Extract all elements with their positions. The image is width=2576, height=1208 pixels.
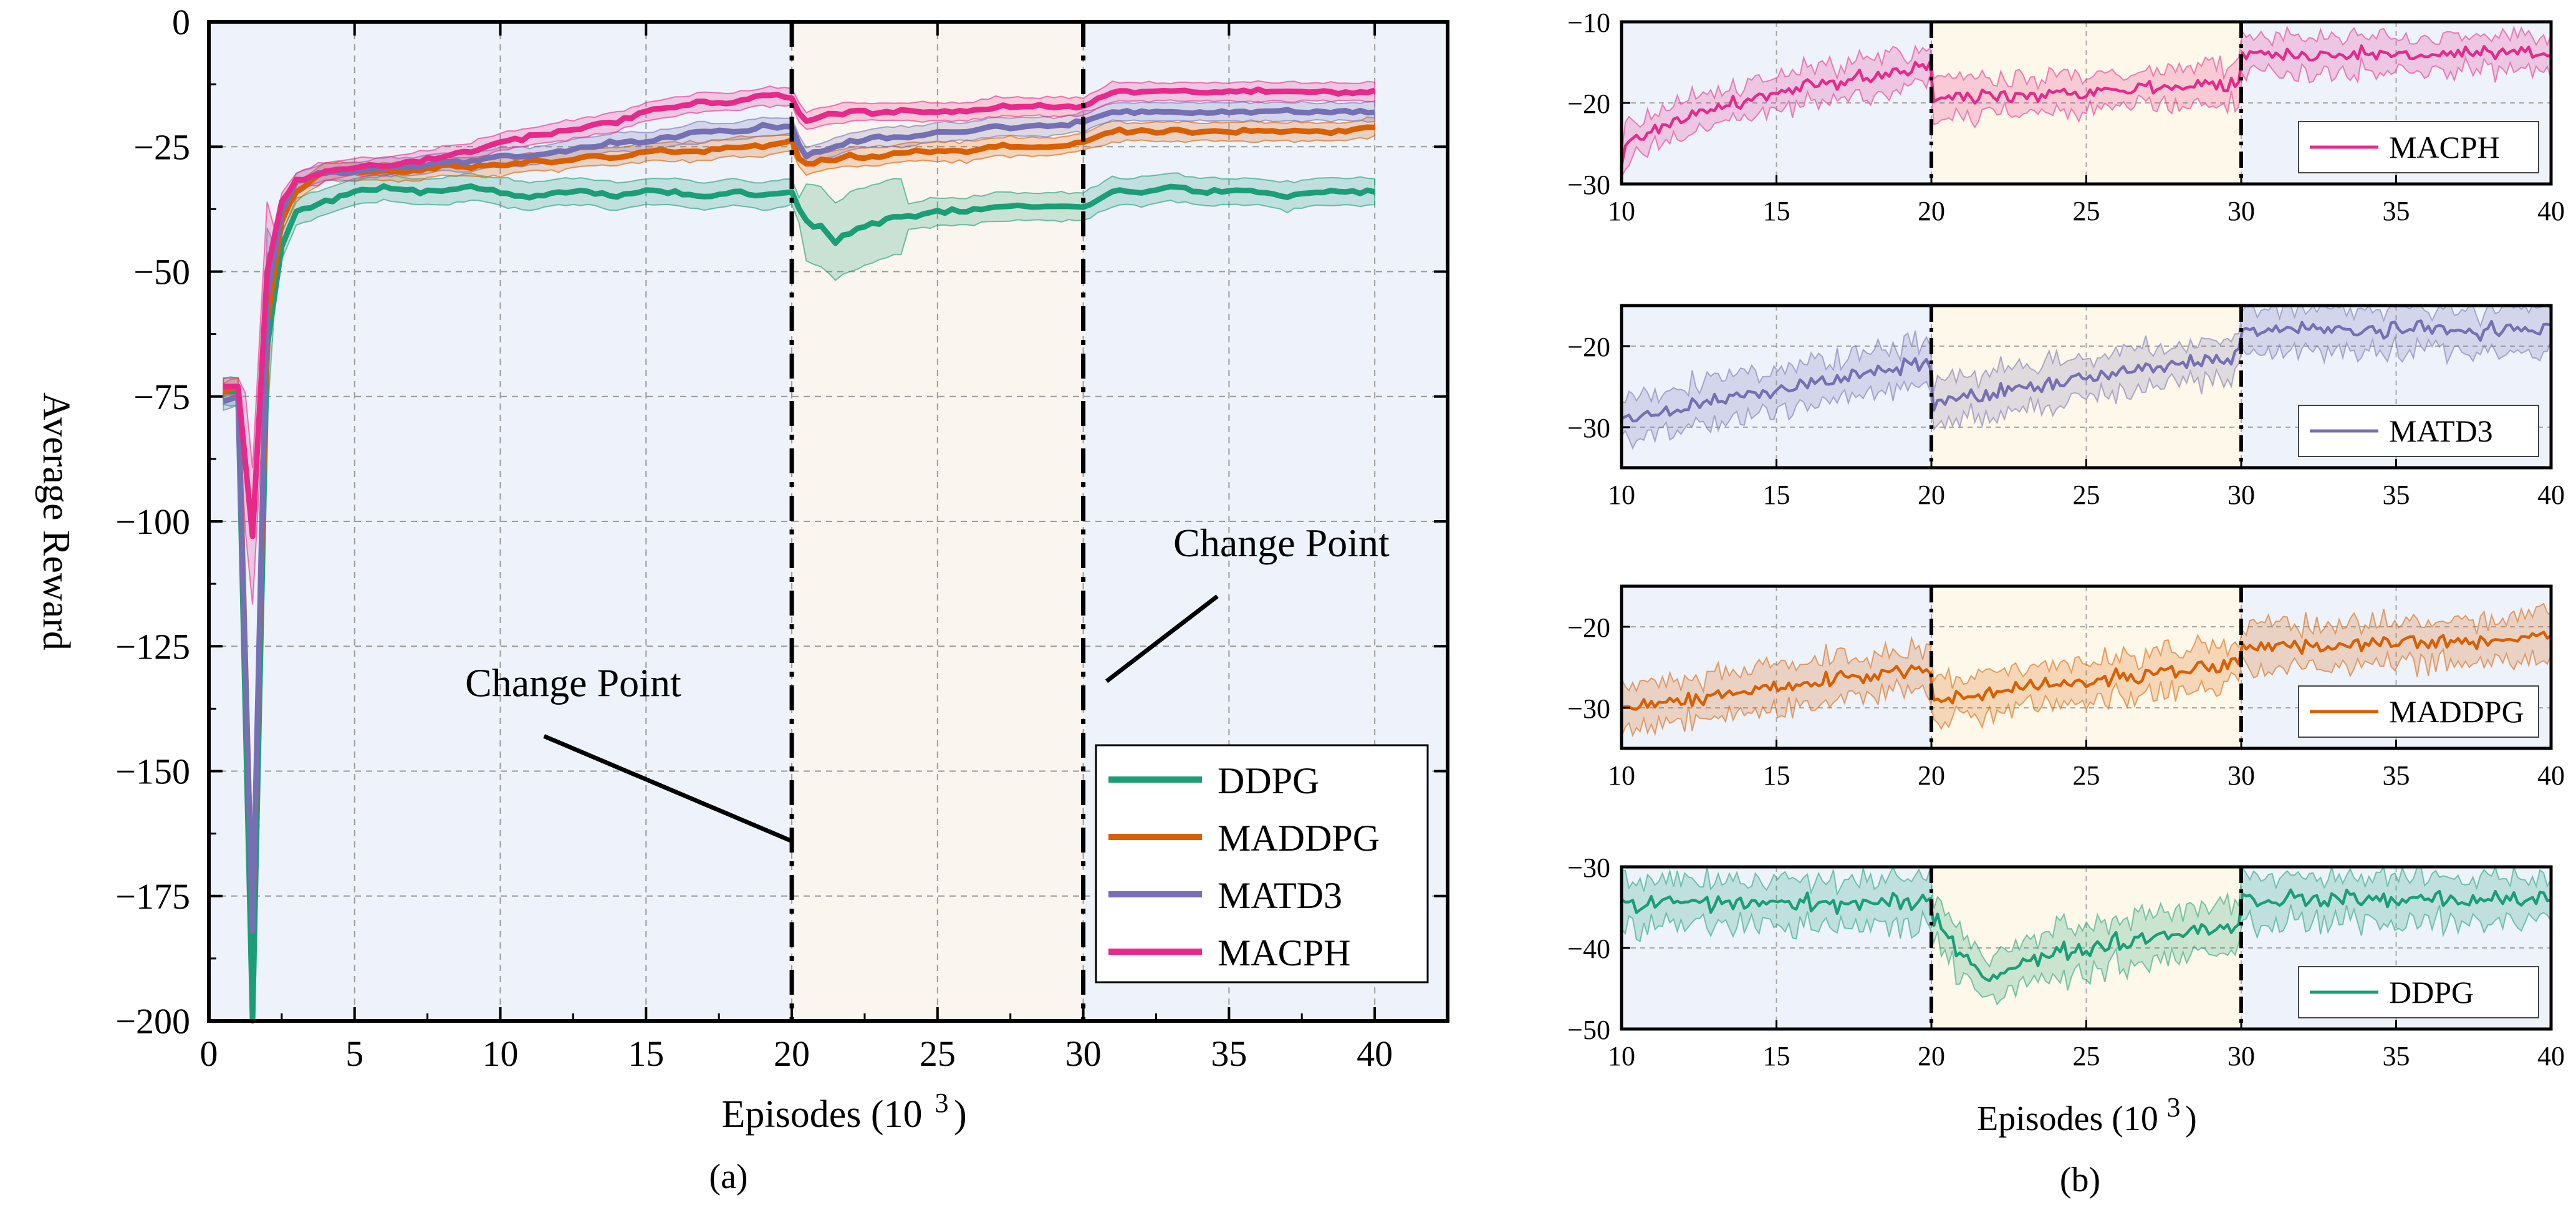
y-tick-label: −40 bbox=[1567, 934, 1610, 964]
x-tick-label: 20 bbox=[1918, 1041, 1945, 1071]
annotation-pointer-line bbox=[1105, 594, 1219, 684]
subplot-ddpg: 10 15 20 25 30 35 40 −30 −40 −50 DDPG bbox=[1567, 853, 2565, 1071]
x-tick-label: 10 bbox=[1608, 196, 1635, 226]
x-tick-label: 15 bbox=[628, 1033, 664, 1074]
subplot-macph: 10 15 20 25 30 35 40 −10 −20 −30 MACPH bbox=[1567, 7, 2565, 226]
series-band-matd3 bbox=[223, 100, 1376, 1000]
legend-label-maddpg: MADDPG bbox=[1218, 818, 1380, 859]
x-tick-label: 20 bbox=[774, 1033, 810, 1074]
y-tick-label: −125 bbox=[115, 626, 190, 667]
x-tick-label: 40 bbox=[1357, 1033, 1393, 1074]
x-tick-label: 5 bbox=[345, 1033, 363, 1074]
y-tick-label: −50 bbox=[133, 252, 190, 292]
x-tick-label: 15 bbox=[1763, 480, 1790, 510]
y-tick-label: −50 bbox=[1567, 1015, 1610, 1045]
subplot-matd3: 10 15 20 25 30 35 40 −20 −30 MATD3 bbox=[1567, 304, 2565, 510]
x-tick-label: 40 bbox=[2537, 1041, 2565, 1071]
x-tick-label: 20 bbox=[1918, 760, 1945, 791]
x-tick-label: 20 bbox=[1918, 196, 1945, 226]
series-line-macph bbox=[223, 86, 1376, 539]
legend-label-matd3: MATD3 bbox=[2389, 413, 2493, 448]
x-tick-label: 30 bbox=[2228, 480, 2255, 510]
series-band-macph bbox=[223, 80, 1376, 605]
panel-caption-b: (b) bbox=[2060, 1161, 2100, 1199]
series-line-matd3 bbox=[222, 107, 1375, 934]
subplot-maddpg: 10 15 20 25 30 35 40 −20 −30 MADDPG bbox=[1567, 584, 2565, 791]
x-axis-title: Episodes (10 bbox=[1977, 1099, 2158, 1138]
x-tick-label: 40 bbox=[2537, 480, 2565, 510]
x-tick-label: 35 bbox=[2383, 480, 2410, 510]
x-axis-title: Episodes (10 bbox=[721, 1093, 922, 1136]
y-axis-title: Average Reward bbox=[35, 392, 77, 650]
series-line-ddpg bbox=[223, 183, 1376, 1024]
y-tick-label: −200 bbox=[115, 1001, 190, 1041]
x-axis-title-close: ) bbox=[954, 1093, 967, 1136]
panel-b-subplots: 10 15 20 25 30 35 40 −10 −20 −30 MACPH 10 15 20 25 30 35… bbox=[1567, 7, 2565, 1199]
y-tick-label: −20 bbox=[1567, 332, 1610, 362]
y-tick-label: 0 bbox=[172, 2, 190, 42]
legend-label-macph: MACPH bbox=[1218, 932, 1350, 974]
y-tick-label: −100 bbox=[115, 501, 190, 542]
y-tick-label: −30 bbox=[1567, 170, 1610, 200]
series-line-maddpg bbox=[1621, 631, 2552, 711]
x-tick-label: 15 bbox=[1763, 760, 1790, 791]
legend-label-matd3: MATD3 bbox=[1218, 875, 1342, 916]
x-tick-label: 10 bbox=[1608, 480, 1635, 510]
x-tick-label: 25 bbox=[2073, 760, 2100, 791]
y-tick-label: −30 bbox=[1567, 853, 1610, 883]
x-tick-label: 35 bbox=[2383, 1041, 2410, 1071]
y-tick-label: −25 bbox=[133, 127, 190, 167]
x-axis-title-exponent: 3 bbox=[2167, 1092, 2181, 1123]
series-band-maddpg bbox=[223, 116, 1376, 1001]
y-tick-label: −75 bbox=[133, 377, 190, 417]
x-tick-label: 30 bbox=[2228, 1041, 2255, 1071]
series-band-ddpg bbox=[223, 172, 1376, 1022]
legend-label-ddpg: DDPG bbox=[1218, 760, 1319, 801]
x-tick-label: 40 bbox=[2537, 760, 2565, 791]
y-tick-label: −30 bbox=[1567, 413, 1610, 443]
x-tick-label: 35 bbox=[2383, 196, 2410, 226]
legend-label-macph: MACPH bbox=[2389, 130, 2500, 165]
series-line-ddpg bbox=[1620, 888, 2552, 982]
x-tick-label: 15 bbox=[1763, 1041, 1790, 1071]
y-tick-label: −150 bbox=[115, 751, 190, 792]
annotation-change-point: Change Point bbox=[1173, 521, 1390, 565]
x-tick-label: 25 bbox=[2073, 1041, 2100, 1071]
x-tick-label: 25 bbox=[2073, 480, 2100, 510]
series-line-maddpg bbox=[222, 124, 1375, 934]
x-tick-label: 10 bbox=[483, 1033, 519, 1074]
x-tick-label: 10 bbox=[1608, 760, 1635, 791]
annotation-change-point: Change Point bbox=[465, 660, 681, 705]
legend: DDPG MADDPG MATD3 MACPH bbox=[1095, 744, 1429, 983]
x-tick-label: 25 bbox=[2073, 196, 2100, 226]
x-tick-label: 10 bbox=[1608, 1041, 1635, 1071]
y-tick-label: −20 bbox=[1567, 612, 1610, 643]
y-tick-label: −20 bbox=[1567, 89, 1610, 119]
series-line-matd3 bbox=[1620, 319, 2552, 423]
x-tick-label: 40 bbox=[2537, 196, 2565, 226]
x-axis-title-exponent: 3 bbox=[935, 1088, 949, 1118]
x-tick-label: 30 bbox=[1065, 1033, 1102, 1074]
y-tick-label: −30 bbox=[1567, 693, 1610, 724]
legend-label-maddpg: MADDPG bbox=[2389, 694, 2524, 729]
panel-caption-a: (a) bbox=[709, 1157, 747, 1196]
x-tick-label: 35 bbox=[2383, 760, 2410, 791]
x-tick-label: 30 bbox=[2228, 760, 2255, 791]
annotation-pointer-line bbox=[543, 734, 793, 843]
x-tick-label: 25 bbox=[920, 1033, 956, 1074]
legend-box bbox=[1095, 744, 1429, 983]
x-tick-label: 0 bbox=[200, 1033, 218, 1074]
x-tick-label: 15 bbox=[1763, 196, 1790, 226]
x-axis-title-close: ) bbox=[2185, 1099, 2197, 1138]
x-tick-label: 35 bbox=[1211, 1033, 1247, 1074]
y-tick-label: −10 bbox=[1567, 7, 1610, 38]
y-tick-label: −175 bbox=[115, 876, 190, 917]
x-tick-label: 20 bbox=[1918, 480, 1945, 510]
x-tick-label: 30 bbox=[2228, 196, 2255, 226]
legend-label-ddpg: DDPG bbox=[2389, 975, 2474, 1010]
series-line-macph bbox=[1620, 44, 2552, 167]
